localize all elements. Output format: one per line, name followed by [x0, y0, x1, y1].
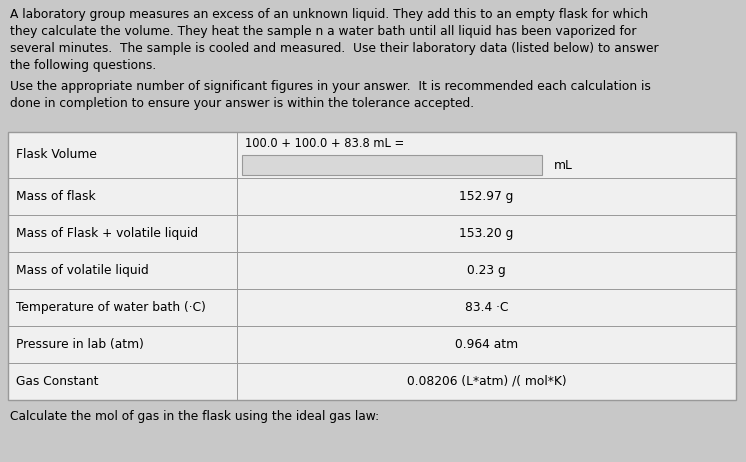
Text: Gas Constant: Gas Constant — [16, 375, 98, 388]
Bar — [8, 132, 736, 400]
Text: Temperature of water bath (·C): Temperature of water bath (·C) — [16, 301, 206, 314]
Text: 100.0 + 100.0 + 83.8 mL =: 100.0 + 100.0 + 83.8 mL = — [245, 137, 404, 150]
Bar — [242, 155, 542, 175]
Text: 83.4 ·C: 83.4 ·C — [465, 301, 509, 314]
Text: 153.20 g: 153.20 g — [460, 227, 514, 240]
Text: Use the appropriate number of significant figures in your answer.  It is recomme: Use the appropriate number of significan… — [10, 80, 651, 110]
Text: Calculate the mol of gas in the flask using the ideal gas law:: Calculate the mol of gas in the flask us… — [10, 410, 379, 423]
Text: Pressure in lab (atm): Pressure in lab (atm) — [16, 338, 144, 351]
Text: 0.08206 (L*atm) /( mol*K): 0.08206 (L*atm) /( mol*K) — [407, 375, 566, 388]
Text: Flask Volume: Flask Volume — [16, 148, 97, 162]
Text: Mass of Flask + volatile liquid: Mass of Flask + volatile liquid — [16, 227, 198, 240]
Text: Mass of flask: Mass of flask — [16, 190, 95, 203]
Text: 283.8: 283.8 — [249, 158, 284, 171]
Text: 0.964 atm: 0.964 atm — [455, 338, 518, 351]
Text: 152.97 g: 152.97 g — [460, 190, 514, 203]
Text: A laboratory group measures an excess of an unknown liquid. They add this to an : A laboratory group measures an excess of… — [10, 8, 659, 72]
Text: 0.23 g: 0.23 g — [467, 264, 506, 277]
Text: Mass of volatile liquid: Mass of volatile liquid — [16, 264, 148, 277]
Text: mL: mL — [554, 158, 572, 171]
